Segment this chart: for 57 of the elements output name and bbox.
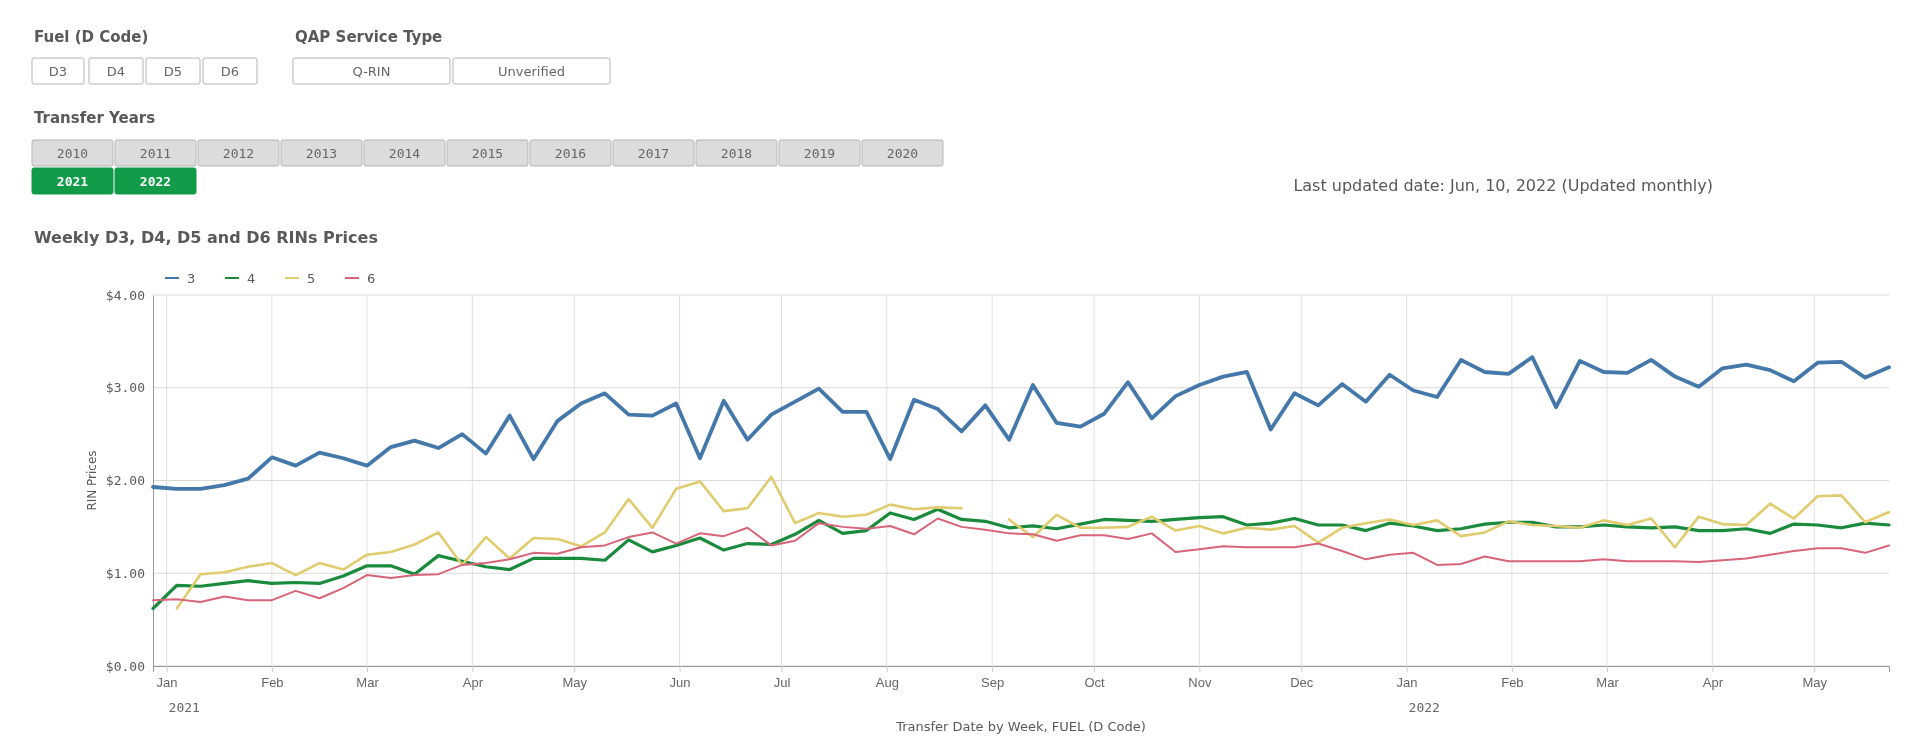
y-tick-label: $1.00 — [105, 565, 145, 581]
text: D3 — [48, 64, 68, 79]
x-tick-label: Apr — [1702, 675, 1724, 691]
text: 2013 — [305, 146, 338, 161]
x-tick-label: Apr — [462, 675, 484, 691]
x-tick-label: Mar — [356, 675, 380, 691]
text: 2014 — [388, 146, 421, 161]
text: 2011 — [139, 146, 172, 161]
text: 2016 — [554, 146, 587, 161]
text: Transfer Years — [34, 109, 156, 127]
text: 2010 — [56, 146, 89, 161]
text: 2022 — [1408, 700, 1440, 715]
x-tick-label: Aug — [875, 675, 899, 691]
x-tick-label: Jun — [669, 675, 691, 691]
y-axis-title: RIN Prices — [85, 450, 99, 511]
chart-title: Weekly D3, D4, D5 and D6 RINs Prices — [34, 228, 378, 247]
text: 2018 — [720, 146, 753, 161]
text: Fuel (D Code) — [34, 28, 149, 46]
y-tick-label: $4.00 — [105, 287, 145, 303]
y-tick-label: $0.00 — [105, 658, 145, 674]
x-axis-title: Transfer Date by Week, FUEL (D Code) — [895, 719, 1146, 734]
y-tick-label: $3.00 — [105, 380, 145, 396]
text: 2021 — [56, 174, 89, 189]
x-tick-label: Feb — [261, 675, 284, 691]
x-tick-label: Nov — [1188, 675, 1212, 691]
x-tick-label: Oct — [1084, 675, 1106, 691]
x-tick-label: Mar — [1596, 675, 1620, 691]
x-tick-label: Dec — [1290, 675, 1314, 691]
text: D5 — [163, 64, 183, 79]
line-series — [151, 507, 1891, 611]
text: D4 — [106, 64, 126, 79]
text: Last updated date: Jun, 10, 2022 (Updated monthly) — [1293, 176, 1713, 195]
x-tick-label: Sep — [981, 675, 1005, 691]
text: Unverified — [498, 64, 565, 79]
text: 2022 — [139, 174, 172, 189]
x-tick-label: May — [562, 675, 588, 691]
text: 2019 — [803, 146, 836, 161]
legend-label: 3 — [187, 271, 196, 286]
legend-label: 5 — [307, 271, 316, 286]
text: 2015 — [471, 146, 504, 161]
text: 2012 — [222, 146, 255, 161]
y-tick-label: $2.00 — [105, 473, 145, 489]
legend-label: 6 — [367, 271, 376, 286]
line-series — [152, 517, 1890, 603]
text: 2020 — [886, 146, 919, 161]
line-series — [151, 355, 1891, 491]
x-tick-label: May — [1802, 675, 1828, 691]
x-tick-label: Jan — [156, 675, 178, 691]
text: 2021 — [168, 700, 200, 715]
text: QAP Service Type — [295, 28, 443, 46]
x-tick-label: Jul — [773, 675, 791, 691]
legend-label: 4 — [247, 271, 256, 286]
x-tick-label: Feb — [1501, 675, 1524, 691]
text: 2017 — [637, 146, 670, 161]
text: D6 — [220, 64, 240, 79]
x-tick-label: Jan — [1396, 675, 1418, 691]
text: Q-RIN — [352, 64, 391, 79]
